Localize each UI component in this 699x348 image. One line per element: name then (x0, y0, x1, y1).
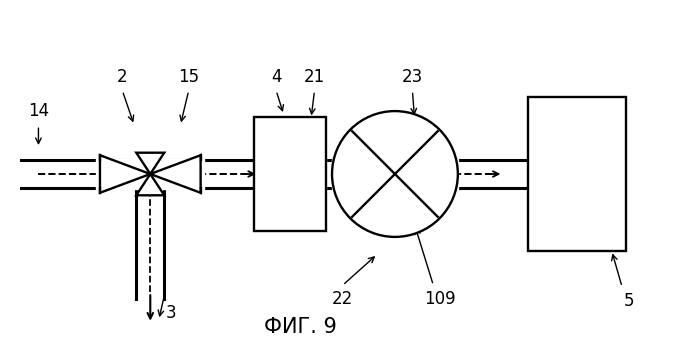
Text: 23: 23 (402, 68, 423, 86)
Polygon shape (136, 174, 164, 195)
Text: 15: 15 (178, 68, 199, 86)
Polygon shape (136, 153, 164, 174)
Ellipse shape (332, 111, 458, 237)
Text: 21: 21 (304, 68, 325, 86)
Text: 14: 14 (28, 102, 49, 120)
Text: 4: 4 (271, 68, 282, 86)
Polygon shape (100, 155, 150, 193)
Polygon shape (150, 155, 201, 193)
Bar (528, 97, 626, 251)
Bar (254, 117, 326, 231)
Text: 2: 2 (117, 68, 128, 86)
Text: 109: 109 (424, 290, 456, 308)
Text: 22: 22 (332, 290, 353, 308)
Text: 3: 3 (166, 304, 177, 322)
Text: 5: 5 (624, 292, 635, 310)
Text: ФИГ. 9: ФИГ. 9 (264, 317, 337, 337)
